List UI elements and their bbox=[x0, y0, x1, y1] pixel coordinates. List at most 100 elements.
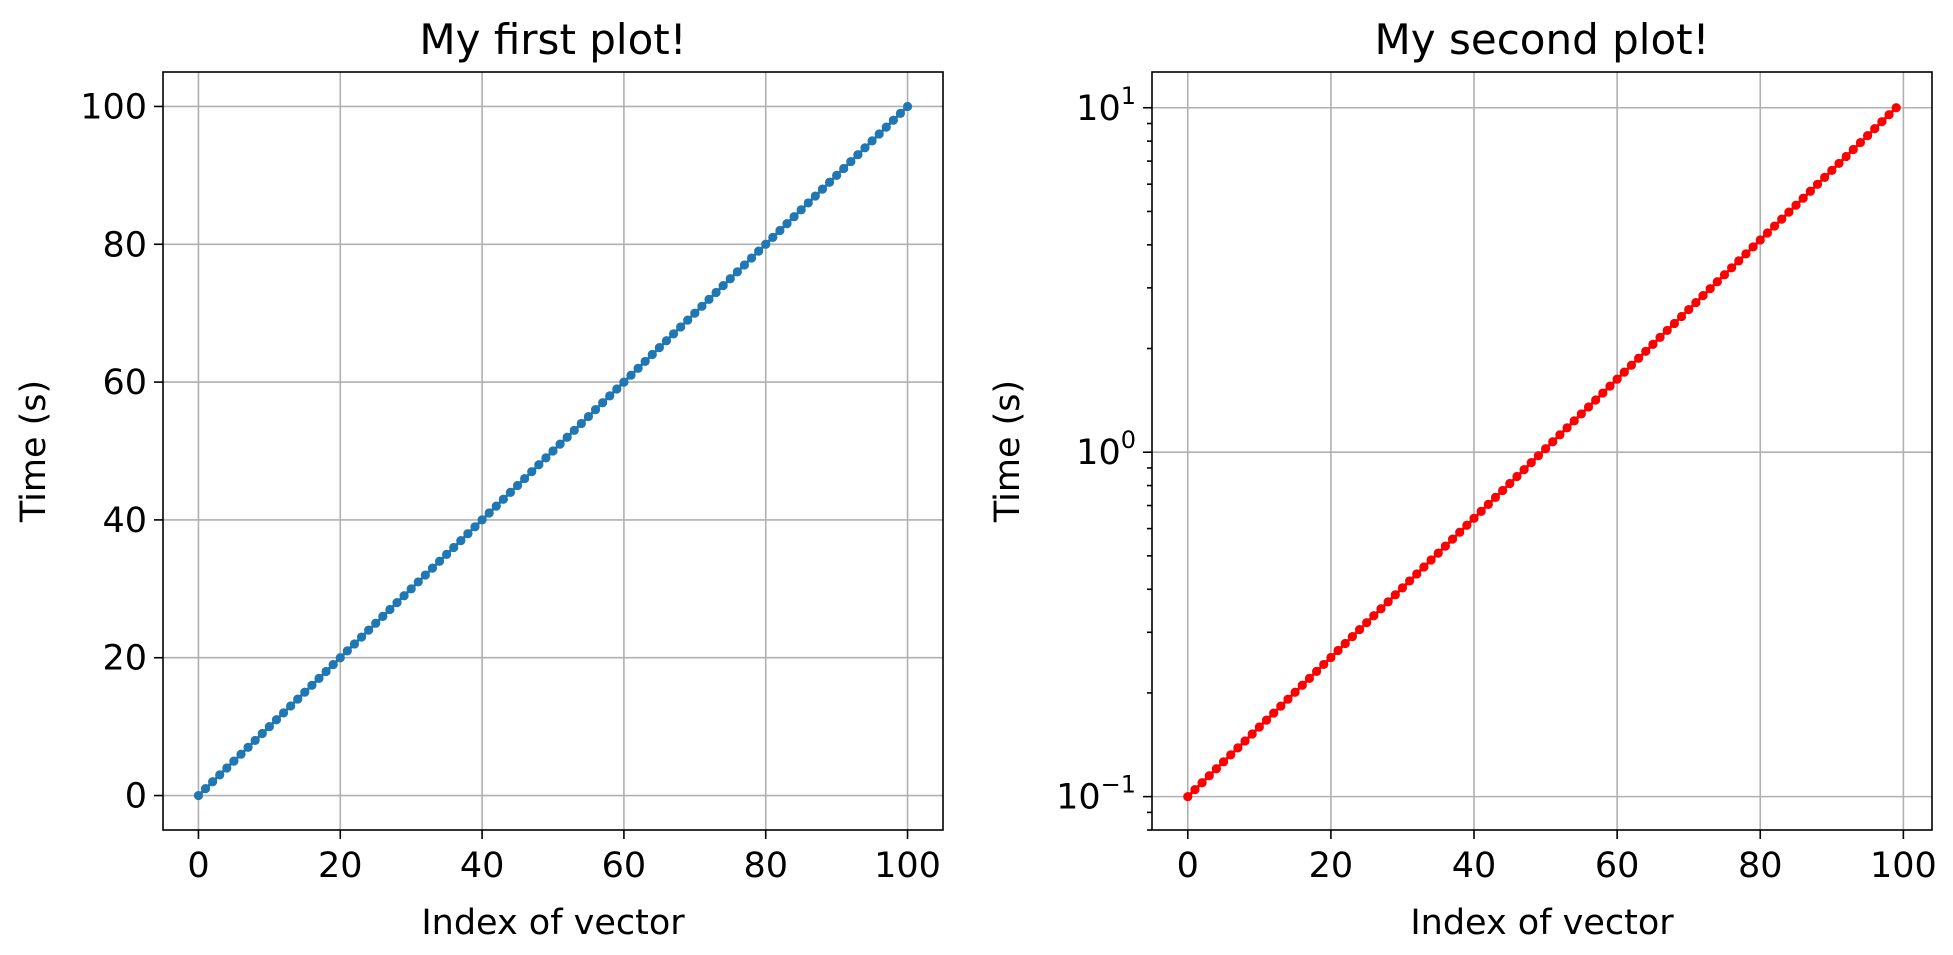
data-point bbox=[399, 591, 409, 601]
data-point bbox=[1755, 235, 1765, 245]
y-tick-base: 10 bbox=[1076, 433, 1121, 473]
data-point bbox=[1562, 423, 1572, 433]
data-point bbox=[300, 687, 310, 697]
y-ticks: 0 20 40 60 80 100 bbox=[80, 87, 163, 817]
data-point bbox=[293, 694, 303, 704]
data-point bbox=[1820, 172, 1830, 182]
y-tick-label: 80 bbox=[102, 225, 147, 265]
data-point bbox=[1426, 555, 1436, 565]
data-point bbox=[1634, 353, 1644, 363]
data-point bbox=[782, 219, 792, 229]
data-point bbox=[1748, 242, 1758, 252]
x-axis-label: Index of vector bbox=[1410, 903, 1674, 943]
data-point bbox=[1455, 527, 1465, 537]
data-point bbox=[1376, 604, 1386, 614]
data-point bbox=[1612, 374, 1622, 384]
data-point bbox=[392, 598, 402, 608]
data-point bbox=[1591, 395, 1601, 405]
data-point bbox=[456, 535, 466, 546]
data-point bbox=[1841, 151, 1851, 162]
data-point bbox=[1369, 611, 1379, 621]
data-point bbox=[1412, 569, 1422, 579]
data-point bbox=[583, 411, 594, 422]
data-point bbox=[470, 522, 480, 532]
data-point bbox=[640, 356, 650, 367]
data-point bbox=[1769, 221, 1780, 231]
data-point bbox=[434, 556, 445, 566]
data-point bbox=[1784, 207, 1794, 217]
data-point bbox=[548, 446, 558, 456]
data-point bbox=[1247, 729, 1257, 739]
data-point bbox=[1290, 687, 1300, 697]
data-point bbox=[1218, 757, 1229, 767]
data-point bbox=[1190, 785, 1200, 795]
x-tick-label: 20 bbox=[1309, 846, 1354, 886]
data-point bbox=[1383, 597, 1393, 607]
data-point bbox=[286, 701, 296, 711]
data-point bbox=[1691, 297, 1701, 308]
data-point bbox=[257, 728, 267, 739]
data-point bbox=[1476, 506, 1486, 516]
data-point bbox=[1555, 430, 1565, 440]
data-point bbox=[406, 584, 416, 594]
data-point bbox=[200, 784, 211, 794]
data-point bbox=[1877, 117, 1887, 127]
data-point bbox=[761, 239, 771, 249]
chart-title: My first plot! bbox=[419, 15, 686, 64]
x-ticks: 0 20 40 60 80 100 bbox=[1177, 830, 1937, 886]
data-point bbox=[314, 673, 324, 684]
data-point bbox=[1848, 144, 1858, 155]
x-axis-label: Index of vector bbox=[421, 903, 685, 943]
data-point bbox=[562, 432, 572, 442]
data-point bbox=[1390, 590, 1400, 600]
series-line bbox=[1186, 106, 1898, 798]
data-point bbox=[335, 653, 345, 663]
data-point bbox=[1447, 534, 1458, 544]
data-point bbox=[598, 398, 608, 408]
data-point bbox=[222, 763, 232, 773]
data-point bbox=[1433, 548, 1443, 558]
x-tick-label: 20 bbox=[318, 846, 363, 886]
y-tick-exponent: 0 bbox=[1121, 426, 1136, 454]
plot-linear: 0 20 40 60 80 100 0 20 40 60 80 100 My first plot!… bbox=[14, 15, 944, 943]
data-point bbox=[768, 232, 778, 242]
data-point bbox=[1269, 708, 1279, 718]
data-point bbox=[1240, 736, 1250, 746]
y-tick-base: 10 bbox=[1076, 89, 1121, 129]
data-point bbox=[349, 639, 360, 649]
data-point bbox=[803, 198, 813, 208]
data-point bbox=[1526, 458, 1536, 468]
data-point bbox=[668, 329, 679, 339]
data-point bbox=[1777, 214, 1787, 224]
x-tick-label: 80 bbox=[1738, 846, 1783, 886]
data-point bbox=[1254, 722, 1264, 732]
data-point bbox=[810, 191, 820, 201]
data-point bbox=[491, 501, 501, 511]
x-tick-label: 40 bbox=[1452, 846, 1497, 886]
data-point bbox=[746, 253, 757, 263]
data-point bbox=[1855, 137, 1866, 148]
data-point bbox=[264, 722, 274, 732]
series-layer bbox=[193, 101, 913, 801]
data-point bbox=[505, 487, 516, 497]
data-point bbox=[1362, 618, 1372, 628]
data-point bbox=[1727, 263, 1737, 273]
data-point bbox=[1304, 673, 1315, 683]
data-point bbox=[1705, 284, 1715, 294]
data-point bbox=[1605, 381, 1615, 391]
y-axis-label: Time (s) bbox=[988, 380, 1028, 523]
data-point bbox=[555, 439, 565, 449]
data-point bbox=[1261, 715, 1272, 725]
y-tick-label: 10−1 bbox=[1056, 771, 1136, 818]
data-point bbox=[1490, 492, 1501, 503]
data-point bbox=[1519, 464, 1529, 475]
data-point bbox=[1698, 291, 1708, 301]
data-point bbox=[321, 666, 331, 677]
grid bbox=[163, 72, 943, 830]
data-point bbox=[1576, 409, 1586, 419]
y-tick-label: 20 bbox=[102, 639, 147, 679]
data-point bbox=[775, 225, 785, 236]
data-point bbox=[1805, 186, 1815, 196]
data-point bbox=[661, 336, 672, 346]
data-point bbox=[697, 301, 707, 311]
